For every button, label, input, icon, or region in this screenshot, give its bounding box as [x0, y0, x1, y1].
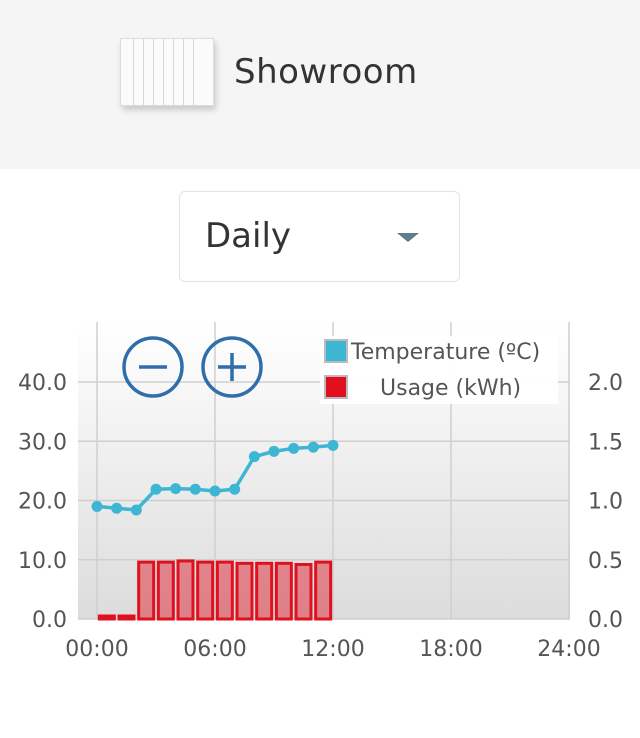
y-left-tick-label: 40.0: [18, 371, 67, 396]
temperature-point: [229, 483, 241, 495]
period-dropdown[interactable]: Daily: [179, 191, 460, 282]
x-tick-label: 00:00: [65, 637, 128, 662]
temperature-point: [248, 451, 260, 463]
x-tick-label: 06:00: [183, 637, 246, 662]
x-tick-label: 18:00: [419, 637, 482, 662]
zoom-in-button[interactable]: [201, 336, 263, 398]
chart-legend: Temperature (ºC) Usage (kWh): [320, 336, 558, 404]
y-right-tick-label: 0.5: [588, 549, 623, 574]
temperature-point: [307, 441, 319, 453]
chevron-down-icon: [397, 233, 419, 242]
usage-bar: [255, 561, 274, 621]
legend-usage-swatch: [324, 375, 348, 399]
axis-ticks: 00:00 06:00 12:00 18:00 24:00 0.0 10.0 20.0 30.0…: [18, 371, 623, 662]
usage-bar: [274, 561, 293, 621]
temperature-point: [268, 445, 280, 457]
temperature-point: [150, 483, 162, 495]
radiator-icon: [120, 38, 214, 106]
temperature-point: [170, 483, 182, 495]
device-title: Showroom: [234, 52, 418, 92]
temperature-point: [111, 502, 123, 514]
usage-chart: 00:00 06:00 12:00 18:00 24:00 0.0 10.0 20.0 30.0…: [18, 322, 623, 662]
usage-bar: [215, 560, 234, 621]
y-right-tick-label: 1.5: [588, 430, 623, 455]
y-left-tick-label: 30.0: [18, 430, 67, 455]
temperature-line: [91, 439, 339, 516]
usage-bar: [314, 560, 333, 621]
y-right-tick-label: 0.0: [588, 608, 623, 633]
y-right-tick-label: 2.0: [588, 371, 623, 396]
y-left-tick-label: 0.0: [32, 608, 67, 633]
legend-temperature-swatch: [324, 339, 348, 363]
usage-bar: [235, 561, 254, 621]
y-left-tick-label: 10.0: [18, 549, 67, 574]
legend-temperature-label: Temperature (ºC): [350, 340, 540, 365]
x-tick-label: 12:00: [301, 637, 364, 662]
usage-bar: [137, 560, 156, 621]
usage-bars: [97, 559, 333, 621]
period-selected-value: Daily: [205, 216, 292, 256]
temperature-point: [130, 504, 142, 516]
usage-bar: [97, 614, 116, 621]
temperature-point: [288, 442, 300, 454]
usage-bar: [176, 559, 195, 621]
temperature-point: [327, 439, 339, 451]
x-tick-label: 24:00: [537, 637, 600, 662]
usage-bar: [196, 560, 215, 621]
temperature-point: [189, 483, 201, 495]
usage-bar: [117, 614, 136, 621]
usage-bar: [156, 560, 175, 621]
zoom-out-button[interactable]: [122, 336, 184, 398]
usage-bar: [294, 562, 313, 621]
temperature-point: [209, 485, 221, 497]
y-left-tick-label: 20.0: [18, 490, 67, 515]
device-header: Showroom: [0, 0, 640, 169]
y-right-tick-label: 1.0: [588, 490, 623, 515]
temperature-point: [91, 500, 103, 512]
legend-usage-label: Usage (kWh): [380, 376, 521, 401]
